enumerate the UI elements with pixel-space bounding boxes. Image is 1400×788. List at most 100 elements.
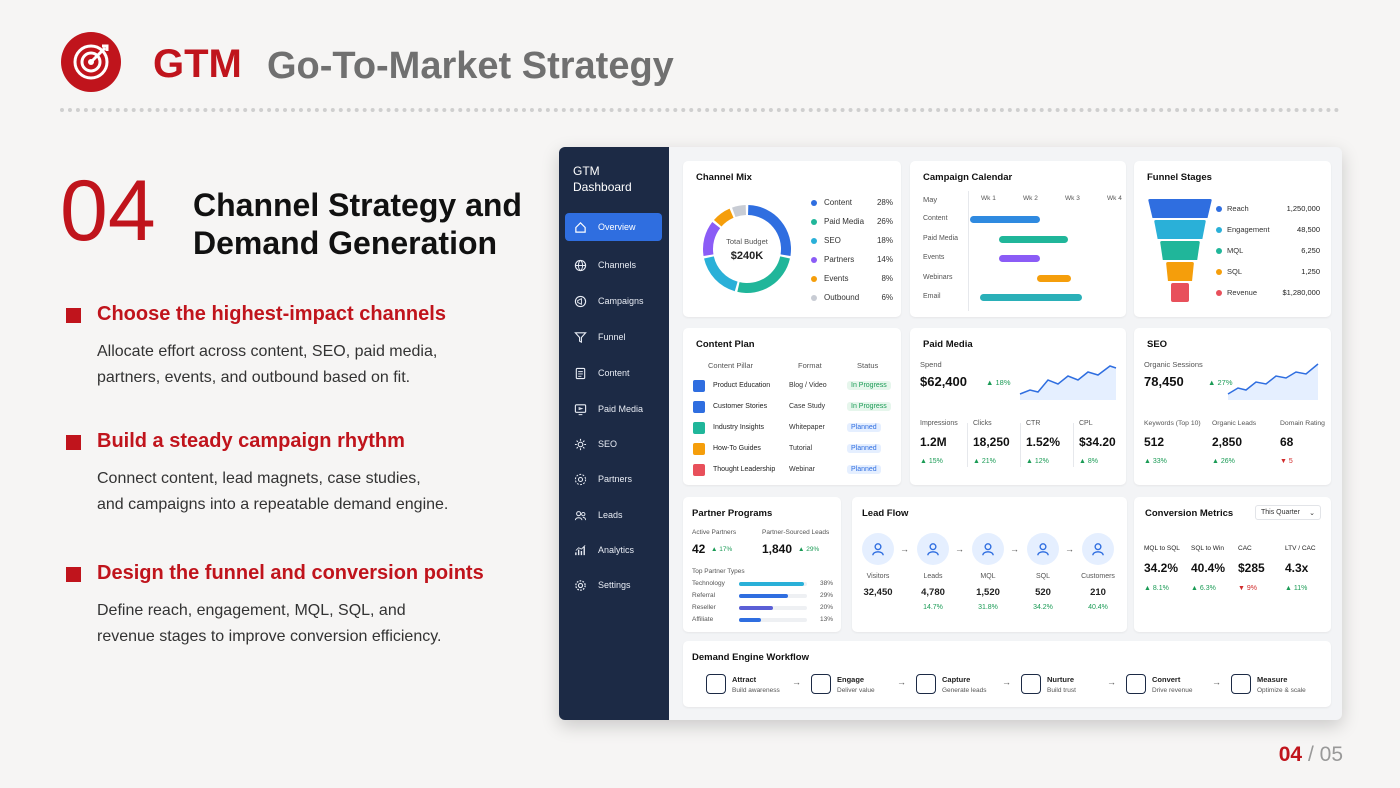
metric-label: CTR: [1026, 420, 1041, 427]
period-dropdown[interactable]: This Quarter ⌄: [1255, 505, 1321, 520]
partner-type-label: Affiliate: [692, 616, 714, 623]
legend-swatch: [811, 218, 817, 225]
person-icon: [1037, 543, 1049, 556]
content-format: Tutorial: [789, 445, 813, 452]
lead-stage-label: Customers: [1081, 573, 1115, 580]
partner-type-pct: 38%: [820, 580, 834, 587]
funnel-stage-shape: [1171, 283, 1189, 302]
metric-label: Organic Leads: [1212, 420, 1257, 427]
legend-swatch: [811, 294, 817, 301]
nav-item-leads[interactable]: Leads: [565, 501, 662, 529]
campaign-bar: [1037, 274, 1071, 282]
funnel-stage-label: Engagement: [1227, 225, 1270, 234]
legend-label: Outbound: [824, 293, 860, 302]
arrow-right-icon: →: [897, 677, 906, 687]
spend-value: $62,400: [920, 374, 967, 389]
funnel-stage-label: MQL: [1227, 246, 1244, 255]
donut-slice-seo: [704, 256, 738, 292]
document-icon: [693, 401, 705, 413]
divider: [60, 108, 1340, 112]
calendar-week: Wk 1: [981, 195, 996, 202]
lead-flow-card: Lead Flow → Visitors 32,450 → Leads 4,780 14.7…: [852, 497, 1127, 632]
arrow-right-icon: →: [955, 544, 964, 554]
conversion-change: ▲ 8.1%: [1144, 585, 1169, 592]
change-text: 5: [1288, 458, 1293, 465]
nav-item-settings[interactable]: Settings: [565, 571, 662, 599]
nav-item-content[interactable]: Content: [565, 359, 662, 387]
partner-types-label: Top Partner Types: [692, 568, 745, 575]
card-title: Content Plan: [696, 339, 755, 350]
legend-swatch: [811, 275, 817, 282]
settings-icon: [575, 579, 586, 591]
desc-line: Define reach, engagement, MQL, SQL, and: [97, 602, 406, 619]
document-icon: [693, 443, 705, 455]
change-text: 29%: [806, 546, 820, 553]
legend-label: Events: [824, 274, 849, 283]
desc-line: Connect content, lead magnets, case stud…: [97, 470, 421, 487]
workflow-step-name: Convert: [1152, 675, 1181, 684]
legend-item: SEO 18%: [811, 231, 893, 250]
channel-mix-card: Channel Mix Total Budget $240K Content 28…: [683, 161, 901, 317]
metric-divider: [1073, 423, 1074, 467]
nav-item-seo[interactable]: SEO: [565, 430, 662, 458]
content-pillar: Thought Leadership: [713, 466, 776, 473]
content-format: Case Study: [789, 403, 826, 410]
content-format: Blog / Video: [789, 382, 827, 389]
funnel-stage-shape: [1160, 241, 1200, 260]
funnel-stages-card: Funnel Stages Reach 1,250,000 Engagement 48…: [1134, 161, 1331, 317]
desc-line: Allocate effort across content, SEO, pai…: [97, 343, 438, 360]
nav-item-channels[interactable]: Channels: [565, 251, 662, 279]
metric-change: ▼ 5: [1280, 458, 1293, 465]
nav-item-funnel[interactable]: Funnel: [565, 323, 662, 351]
nav-item-partners[interactable]: Partners: [565, 465, 662, 493]
person-icon: [811, 674, 831, 694]
partners-icon: [574, 473, 587, 485]
nav-label: Funnel: [598, 332, 626, 342]
total-pages: 05: [1319, 743, 1343, 766]
nav-label: Partners: [598, 474, 633, 484]
partner-type-label: Referral: [692, 592, 716, 599]
funnel-stage-shape: [1154, 220, 1206, 239]
conversion-label: CAC: [1238, 545, 1252, 552]
metric-label: Clicks: [973, 420, 992, 427]
column-header: Status: [857, 361, 879, 370]
users-icon: [574, 510, 587, 520]
content-pillar: Industry Insights: [713, 424, 764, 431]
calendar-row-label: Events: [923, 254, 945, 261]
partner-type-track: [739, 606, 807, 610]
legend-value: 14%: [876, 255, 893, 264]
document-icon: [693, 422, 705, 434]
nav-item-analytics[interactable]: Analytics: [565, 536, 662, 564]
lead-stage-label: Leads: [923, 573, 943, 580]
legend-value: 6%: [881, 293, 893, 302]
workflow-step-sub: Build trust: [1047, 687, 1076, 694]
card-title: Funnel Stages: [1147, 172, 1212, 183]
nav-item-campaigns[interactable]: Campaigns: [565, 287, 662, 315]
workflow-step-sub: Generate leads: [942, 687, 987, 694]
conversion-metrics-card: Conversion Metrics This Quarter ⌄ MQL to…: [1134, 497, 1331, 632]
funnel-stage-shape: [1166, 262, 1194, 281]
funnel-stage-value: 1,250,000: [1286, 204, 1320, 213]
document-icon: [575, 367, 586, 379]
home-icon: [575, 221, 586, 233]
workflow-step-sub: Build awareness: [732, 687, 780, 694]
partner-type-pct: 29%: [820, 592, 834, 599]
nav-item-overview[interactable]: Overview: [565, 213, 662, 241]
donut-slice-outbound: [732, 205, 746, 218]
legend-swatch: [811, 199, 817, 206]
lead-stage-label: MQL: [980, 573, 996, 580]
metric-value: 512: [1144, 435, 1165, 449]
nav-item-paid-media[interactable]: Paid Media: [565, 395, 662, 423]
target-logo-icon: [61, 32, 121, 92]
title-line: GTM: [573, 164, 600, 178]
page-indicator: 04 / 05: [1279, 743, 1343, 767]
funnel-stage-value: 6,250: [1301, 246, 1320, 255]
change-text: 26%: [1220, 458, 1235, 465]
workflow-step-name: Measure: [1257, 675, 1288, 684]
calendar-month: May: [923, 195, 938, 204]
metric-value: 68: [1280, 435, 1294, 449]
donut-slice-paid-media: [737, 256, 790, 293]
calendar-week: Wk 3: [1065, 195, 1080, 202]
status-badge: Planned: [847, 444, 881, 453]
sidebar: GTM Dashboard Overview Channels Campaigns F…: [559, 147, 669, 720]
